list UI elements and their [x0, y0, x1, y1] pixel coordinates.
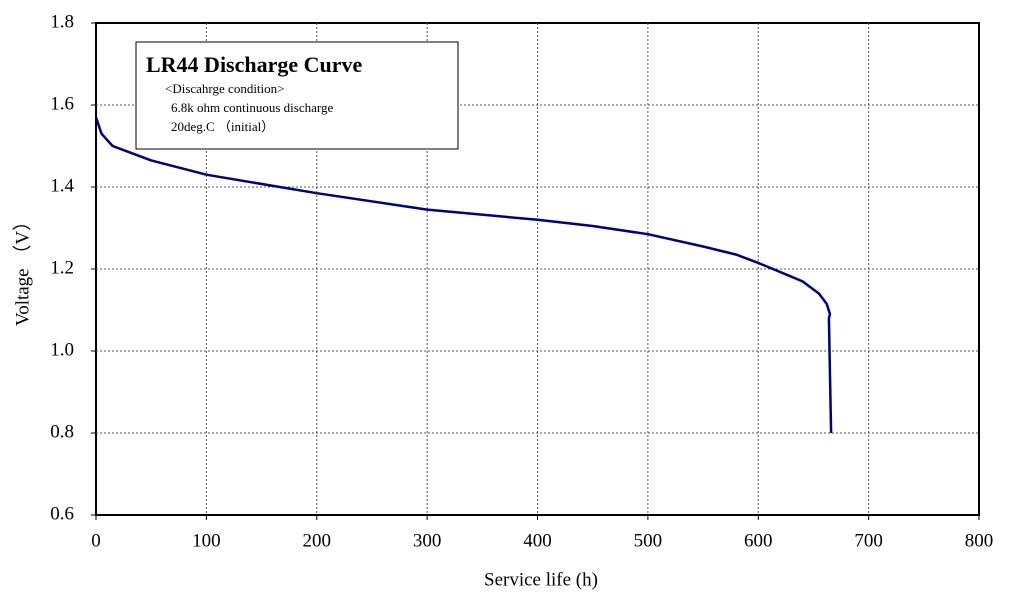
x-tick-label: 600: [744, 530, 773, 551]
y-tick-label: 1.4: [50, 175, 74, 196]
x-tick-label: 0: [91, 530, 101, 551]
y-axis-label: Voltage （V）: [11, 212, 33, 326]
y-tick-label: 0.8: [50, 421, 74, 442]
grid: [96, 23, 979, 515]
annotation: 6.8k ohm continuous discharge: [171, 100, 333, 115]
annotation: <Discahrge condition>: [165, 81, 284, 96]
data-line: [94, 116, 833, 434]
x-tick-label: 500: [634, 530, 663, 551]
x-tick-label: 100: [192, 530, 221, 551]
y-tick-label: 1.8: [50, 11, 74, 32]
x-tick-label: 700: [854, 530, 883, 551]
y-tick-label: 1.6: [50, 93, 74, 114]
x-tick-label: 200: [303, 530, 332, 551]
x-tick-label: 300: [413, 530, 442, 551]
x-axis-label: Service life (h): [484, 569, 598, 590]
x-tick-label: 800: [965, 530, 994, 551]
annotation: 20deg.C （initial）: [171, 119, 274, 134]
y-tick-label: 1.0: [50, 339, 74, 360]
legend-box: [135, 41, 459, 150]
y-tick-label: 0.6: [50, 503, 74, 524]
x-tick-label: 400: [523, 530, 552, 551]
y-tick-label: 1.2: [50, 257, 74, 278]
chart-title: LR44 Discharge Curve: [146, 52, 363, 77]
